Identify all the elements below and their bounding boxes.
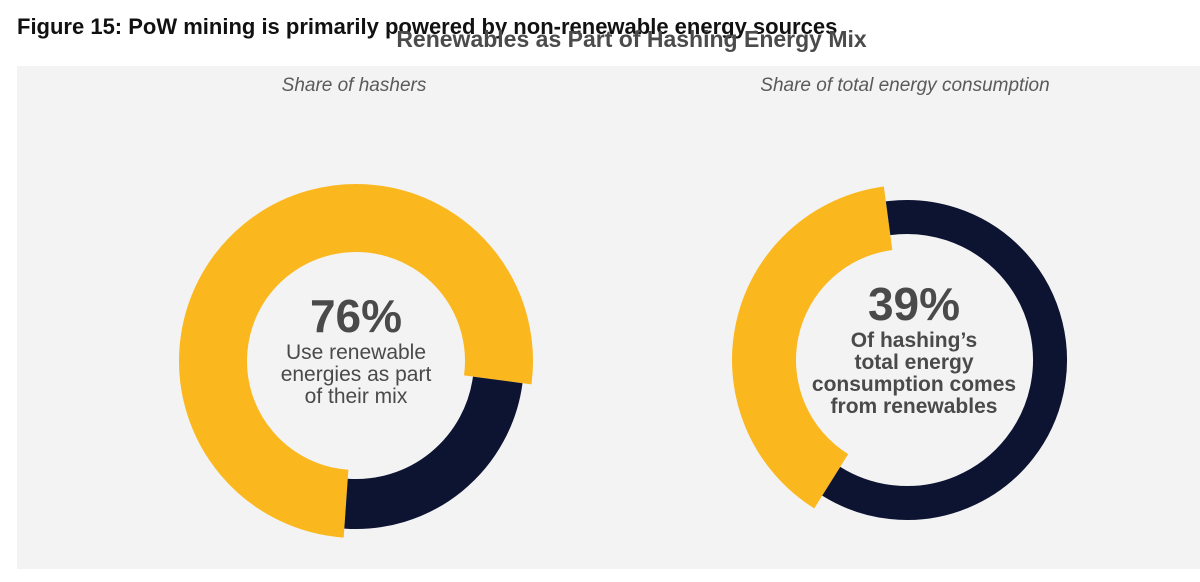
- donut-2-slice-non-renewable: [822, 200, 1067, 520]
- donut-2-desc-line-1: Of hashing’s: [850, 329, 978, 352]
- donut-2-desc-line-4: from renewables: [830, 395, 998, 418]
- donut-2-desc-line-3: consumption comes: [811, 373, 1017, 396]
- donut-2-center: 39% Of hashing’s total energy consumptio…: [802, 278, 1026, 418]
- donut-1-subtitle: Share of hashers: [281, 75, 427, 96]
- donut-1-desc-line-2: energies as part: [280, 363, 432, 386]
- donut-1-slice-non-renewable: [344, 375, 523, 529]
- donut-2-slice-renewable: [732, 186, 894, 509]
- donut-1-slice-renewable: [179, 184, 533, 538]
- donut-1-desc-line-1: Use renewable: [285, 341, 427, 364]
- donut-1-desc-line-3: of their mix: [304, 385, 408, 408]
- chart-title: Renewables as Part of Hashing Energy Mix: [396, 26, 867, 52]
- donut-2-value-label: 39%: [867, 278, 961, 330]
- donut-1-value-label: 76%: [309, 290, 403, 342]
- donut-1-center: 76% Use renewable energies as part of th…: [248, 290, 464, 408]
- figure-title: Figure 15: PoW mining is primarily power…: [17, 14, 838, 39]
- donut-1: [179, 184, 533, 538]
- donut-2: [732, 186, 1067, 520]
- donut-2-desc-line-2: total energy: [854, 351, 974, 374]
- donut-2-subtitle: Share of total energy consumption: [760, 75, 1050, 96]
